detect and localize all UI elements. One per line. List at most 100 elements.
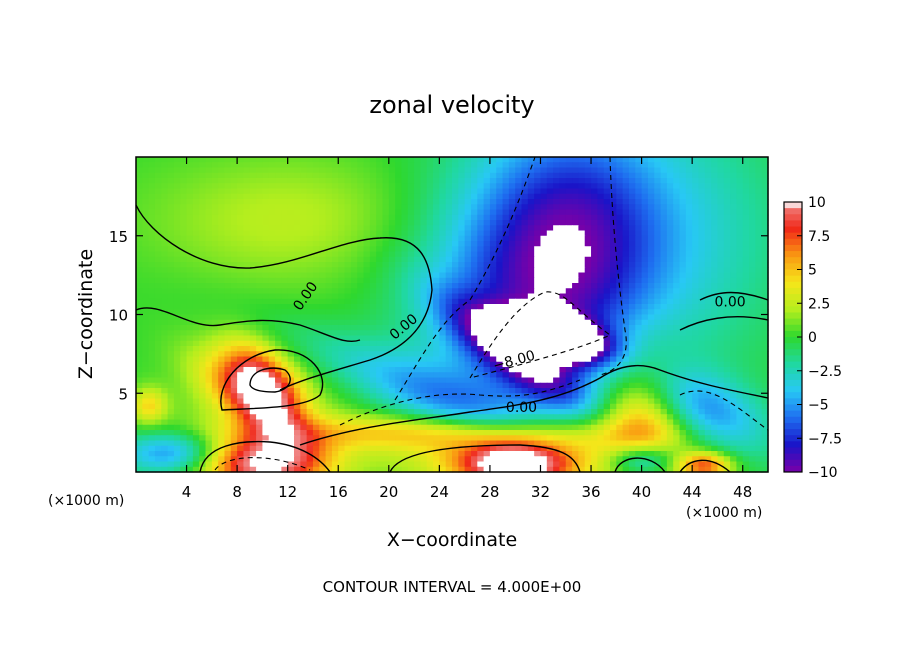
heatmap-cell: [458, 314, 466, 321]
heatmap-cell: [237, 304, 245, 310]
heatmap-cell: [407, 256, 415, 263]
heatmap-cell: [268, 230, 276, 237]
heatmap-cell: [628, 403, 636, 410]
heatmap-cell: [730, 340, 737, 347]
heatmap-cell: [205, 283, 213, 289]
heatmap-cell: [325, 267, 333, 274]
heatmap-cell: [407, 235, 415, 242]
heatmap-cell: [287, 314, 295, 321]
heatmap-cell: [338, 372, 346, 379]
heatmap-cell: [647, 319, 655, 326]
heatmap-cell: [742, 409, 750, 415]
heatmap-cell: [692, 235, 700, 242]
heatmap-cell: [464, 235, 472, 242]
heatmap-cell: [300, 367, 308, 373]
heatmap-cell: [565, 241, 573, 247]
heatmap-cell: [508, 220, 516, 226]
heatmap-cell: [647, 241, 655, 247]
heatmap-cell: [673, 178, 681, 184]
heatmap-cell: [439, 157, 447, 163]
heatmap-cell: [628, 241, 636, 247]
heatmap-cell: [331, 214, 339, 221]
heatmap-cell: [154, 409, 162, 415]
heatmap-cell: [742, 377, 750, 384]
heatmap-cell: [237, 230, 245, 237]
heatmap-cell: [439, 188, 447, 195]
heatmap-cell: [711, 172, 719, 179]
heatmap-cell: [483, 193, 491, 200]
heatmap-cell: [464, 314, 472, 321]
heatmap-cell: [654, 193, 662, 200]
heatmap-cell: [287, 209, 295, 216]
heatmap-cell: [464, 230, 472, 237]
heatmap-cell: [591, 393, 598, 400]
heatmap-cell: [325, 361, 333, 368]
heatmap-cell: [243, 393, 251, 400]
heatmap-cell: [546, 256, 554, 263]
heatmap-cell: [761, 214, 769, 221]
heatmap-cell: [388, 403, 396, 410]
heatmap-cell: [148, 393, 156, 400]
heatmap-cell: [742, 241, 750, 247]
heatmap-cell: [439, 183, 447, 190]
heatmap-cell: [142, 304, 150, 310]
heatmap-cell: [742, 398, 750, 405]
heatmap-cell: [692, 256, 700, 263]
heatmap-cell: [388, 283, 396, 289]
heatmap-cell: [704, 183, 712, 190]
heatmap-cell: [477, 246, 485, 253]
heatmap-cell: [306, 162, 314, 169]
heatmap-cell: [395, 393, 403, 400]
heatmap-cell: [521, 377, 529, 384]
heatmap-cell: [426, 330, 434, 337]
heatmap-cell: [723, 157, 731, 163]
heatmap-cell: [357, 367, 365, 373]
heatmap-cell: [660, 209, 668, 216]
heatmap-cell: [433, 157, 440, 163]
heatmap-cell: [211, 414, 219, 421]
heatmap-cell: [312, 188, 320, 195]
heatmap-cell: [243, 235, 251, 242]
heatmap-cell: [249, 277, 257, 284]
heatmap-cell: [584, 372, 592, 379]
heatmap-cell: [249, 178, 257, 184]
heatmap-cell: [666, 246, 674, 253]
heatmap-cell: [445, 188, 453, 195]
heatmap-cell: [749, 293, 756, 300]
heatmap-cell: [452, 162, 459, 169]
heatmap-cell: [414, 214, 421, 221]
heatmap-cell: [319, 251, 327, 258]
heatmap-cell: [230, 204, 238, 211]
heatmap-cell: [142, 361, 150, 368]
heatmap-cell: [496, 356, 504, 363]
heatmap-cell: [154, 241, 162, 247]
heatmap-cell: [161, 398, 169, 405]
heatmap-cell: [635, 220, 643, 226]
heatmap-cell: [243, 372, 251, 379]
heatmap-cell: [584, 183, 592, 190]
heatmap-cell: [660, 409, 668, 415]
heatmap-cell: [281, 209, 289, 216]
heatmap-cell: [376, 262, 384, 268]
heatmap-cell: [388, 351, 396, 358]
heatmap-cell: [742, 162, 750, 169]
heatmap-cell: [344, 204, 352, 211]
heatmap-cell: [445, 330, 453, 337]
heatmap-cell: [382, 167, 390, 174]
heatmap-cell: [628, 183, 636, 190]
heatmap-cell: [603, 356, 611, 363]
heatmap-cell: [477, 377, 485, 384]
heatmap-cell: [287, 262, 295, 268]
heatmap-cell: [230, 172, 238, 179]
heatmap-cell: [205, 267, 213, 274]
heatmap-cell: [224, 225, 232, 232]
heatmap-cell: [578, 372, 586, 379]
heatmap-cell: [357, 403, 365, 410]
heatmap-cell: [388, 346, 396, 352]
heatmap-cell: [647, 235, 655, 242]
heatmap-cell: [521, 351, 529, 358]
heatmap-cell: [470, 251, 478, 258]
heatmap-cell: [591, 367, 598, 373]
heatmap-cell: [230, 335, 238, 342]
heatmap-cell: [426, 267, 434, 274]
